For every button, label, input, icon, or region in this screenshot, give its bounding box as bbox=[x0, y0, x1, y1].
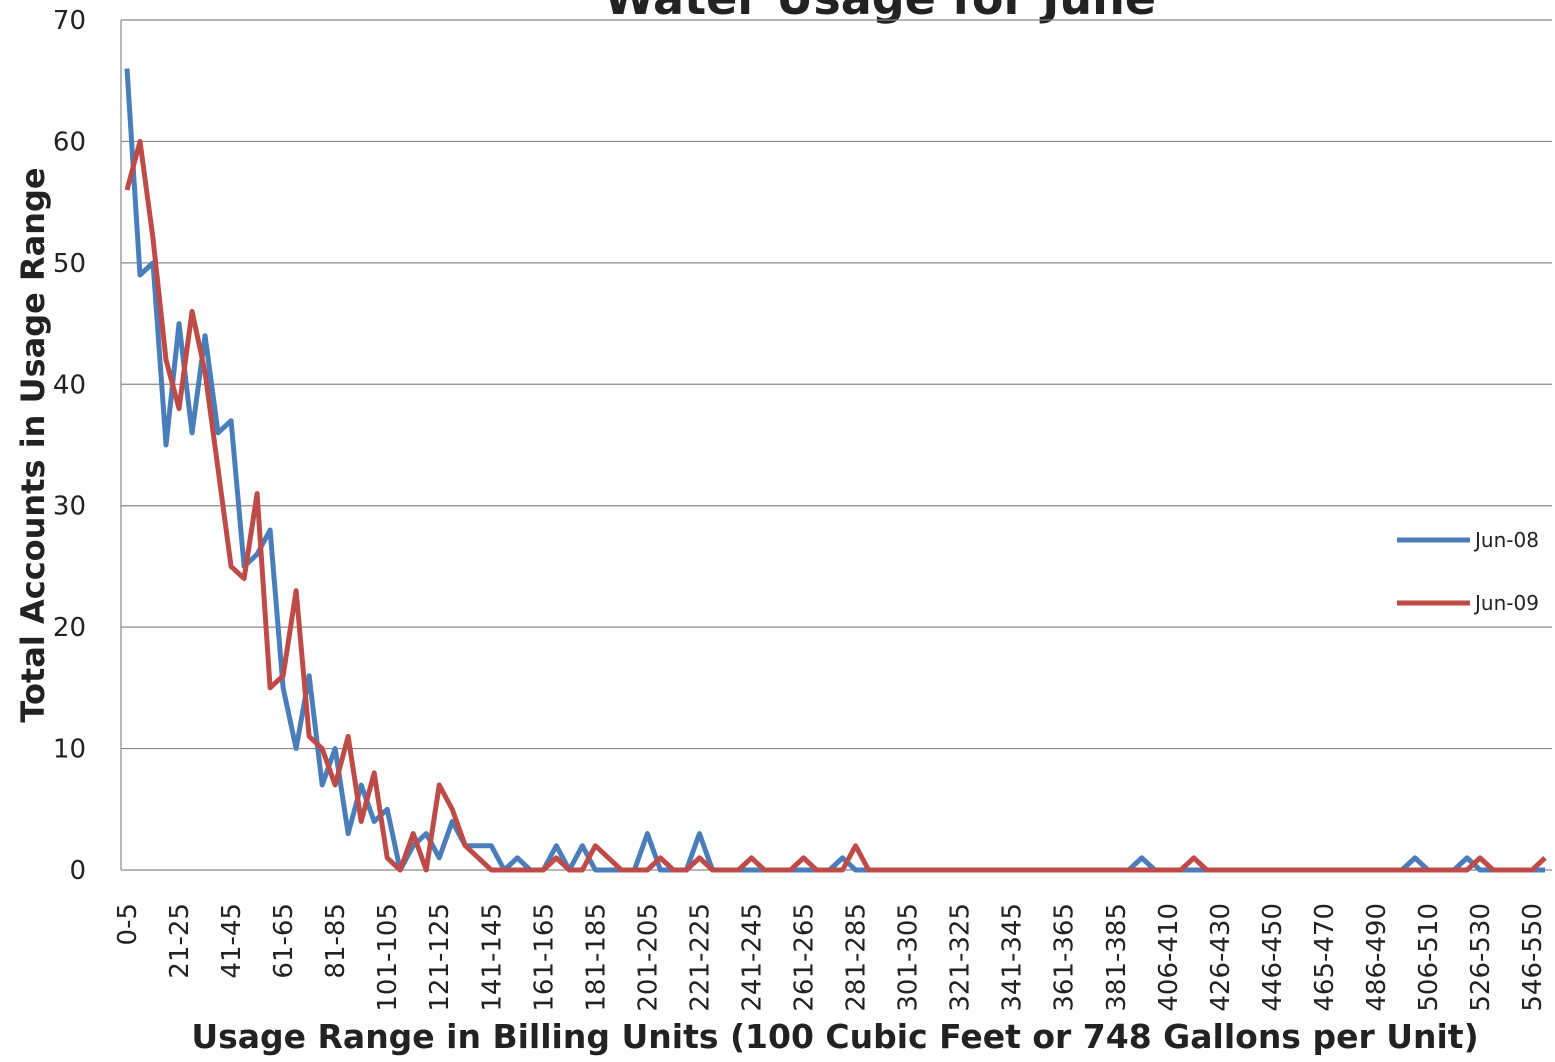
x-tick-label: 406-410 bbox=[1154, 903, 1184, 1012]
x-tick-label: 526-530 bbox=[1466, 903, 1496, 1012]
y-tick-label: 40 bbox=[53, 370, 86, 400]
x-tick-label: 301-305 bbox=[894, 903, 924, 1012]
x-tick-label: 486-490 bbox=[1362, 903, 1392, 1012]
x-tick-label: 61-65 bbox=[269, 903, 299, 979]
x-tick-label: 181-185 bbox=[581, 903, 611, 1012]
x-tick-label: 446-450 bbox=[1258, 903, 1288, 1012]
x-tick-label: 101-105 bbox=[373, 903, 403, 1012]
x-axis-label: Usage Range in Billing Units (100 Cubic … bbox=[191, 1017, 1478, 1056]
x-tick-label: 426-430 bbox=[1206, 903, 1236, 1012]
x-tick-label: 321-325 bbox=[946, 903, 976, 1012]
x-tick-label: 121-125 bbox=[425, 903, 455, 1012]
x-tick-label: 506-510 bbox=[1414, 903, 1444, 1012]
y-tick-label: 0 bbox=[69, 856, 86, 886]
y-tick-label: 30 bbox=[53, 492, 86, 522]
x-tick-label: 221-225 bbox=[685, 903, 715, 1012]
y-tick-label: 10 bbox=[53, 735, 86, 765]
x-tick-label: 341-345 bbox=[998, 903, 1028, 1012]
y-tick-label: 60 bbox=[53, 127, 86, 157]
data-line bbox=[124, 138, 1547, 873]
y-tick-label: 70 bbox=[53, 6, 86, 36]
x-tick-label: 546-550 bbox=[1518, 903, 1548, 1012]
x-tick-label: 41-45 bbox=[217, 903, 247, 979]
y-axis-label: Total Accounts in Usage Range bbox=[14, 167, 52, 722]
legend-label: Jun-09 bbox=[1473, 591, 1539, 615]
legend-label: Jun-08 bbox=[1473, 528, 1539, 552]
x-tick-label: 0-5 bbox=[113, 903, 143, 945]
chart-title: Water Usage for June bbox=[604, 0, 1156, 25]
x-tick-label: 261-265 bbox=[790, 903, 820, 1012]
y-tick-label: 20 bbox=[53, 613, 86, 643]
x-tick-label: 81-85 bbox=[321, 903, 351, 979]
x-tick-label: 361-365 bbox=[1050, 903, 1080, 1012]
x-tick-label: 21-25 bbox=[165, 903, 195, 979]
data-line bbox=[124, 68, 1546, 873]
x-tick-label: 281-285 bbox=[842, 903, 872, 1012]
x-tick-label: 241-245 bbox=[737, 903, 767, 1012]
x-tick-label: 161-165 bbox=[529, 903, 559, 1012]
y-tick-label: 50 bbox=[53, 249, 86, 279]
x-tick-label: 141-145 bbox=[477, 903, 507, 1012]
x-tick-label: 201-205 bbox=[633, 903, 663, 1012]
x-tick-label: 465-470 bbox=[1310, 903, 1340, 1012]
x-tick-label: 381-385 bbox=[1102, 903, 1132, 1012]
